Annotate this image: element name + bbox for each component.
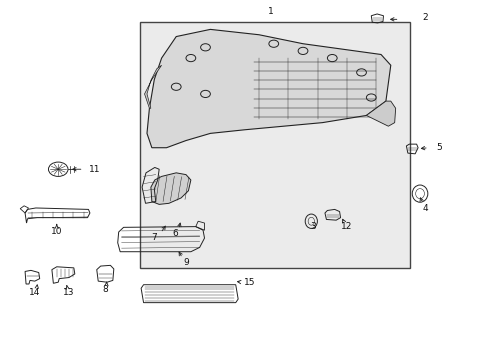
Text: 13: 13 [63, 288, 75, 297]
Text: 8: 8 [102, 285, 108, 294]
Text: 5: 5 [436, 143, 442, 152]
Bar [140, 22, 409, 268]
Text: 2: 2 [421, 13, 427, 22]
Text: 14: 14 [29, 288, 41, 297]
Polygon shape [144, 65, 161, 108]
Text: 10: 10 [51, 228, 62, 237]
Text: 15: 15 [243, 278, 255, 287]
Text: 3: 3 [309, 222, 315, 231]
Text: 11: 11 [88, 165, 100, 174]
Polygon shape [151, 173, 190, 204]
Polygon shape [366, 101, 395, 126]
Text: 7: 7 [151, 233, 157, 242]
Text: 9: 9 [183, 258, 188, 267]
Text: 6: 6 [172, 229, 178, 238]
Text: 4: 4 [421, 204, 427, 213]
Text: 12: 12 [341, 222, 352, 231]
Polygon shape [147, 30, 390, 148]
Text: 1: 1 [268, 7, 274, 16]
